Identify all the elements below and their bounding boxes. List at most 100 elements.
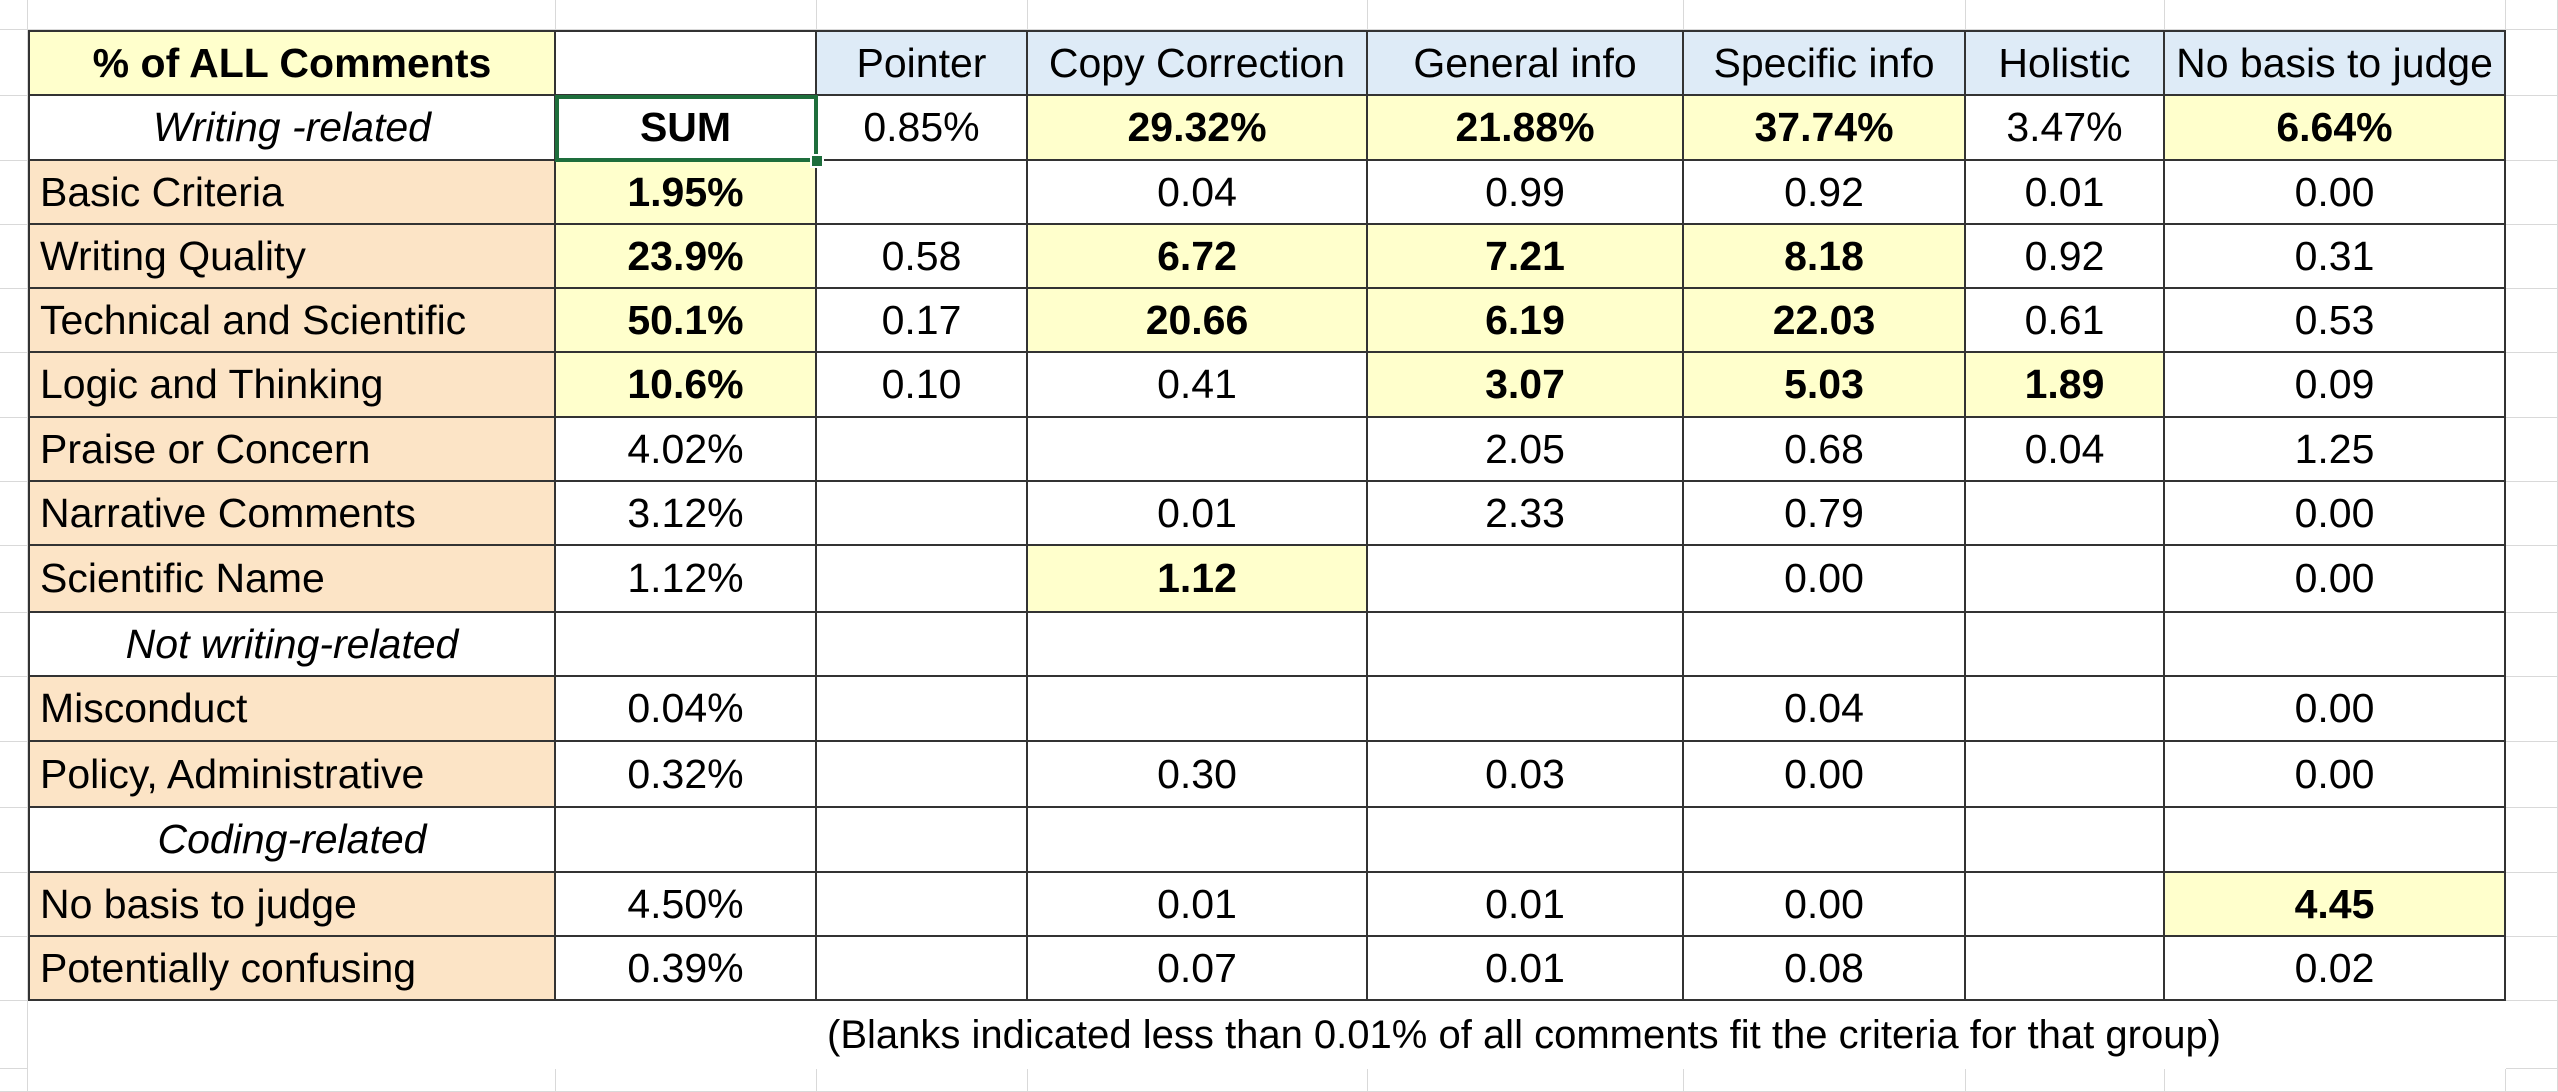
empty-cell[interactable] [556,613,817,677]
column-header[interactable]: Copy Correction [1028,30,1368,96]
value-cell[interactable]: 0.79 [1684,482,1966,546]
empty-cell[interactable] [1028,1069,1368,1092]
value-cell[interactable]: 0.03 [1368,742,1684,808]
value-cell[interactable] [817,742,1028,808]
value-cell[interactable] [817,546,1028,613]
value-cell[interactable]: 0.01 [1966,161,2165,225]
empty-cell[interactable] [0,1001,28,1069]
value-cell[interactable] [1028,418,1368,482]
empty-cell[interactable] [0,418,28,482]
section-label[interactable]: Coding-related [28,808,556,873]
header-title[interactable]: % of ALL Comments [28,30,556,96]
empty-cell[interactable] [2506,1069,2558,1092]
column-header[interactable]: General info [1368,30,1684,96]
value-cell[interactable]: 0.00 [2165,677,2506,742]
empty-cell[interactable] [1028,613,1368,677]
value-cell[interactable]: 0.07 [1028,937,1368,1001]
value-cell[interactable]: 4.45 [2165,873,2506,937]
total-value[interactable]: 37.74% [1684,96,1966,161]
empty-cell[interactable] [817,0,1028,30]
value-cell[interactable]: 0.09 [2165,353,2506,418]
row-sum[interactable]: 10.6% [556,353,817,418]
empty-cell[interactable] [2506,677,2558,742]
section-label[interactable]: Not writing-related [28,613,556,677]
value-cell[interactable]: 0.00 [2165,742,2506,808]
value-cell[interactable]: 6.72 [1028,225,1368,289]
value-cell[interactable] [1966,742,2165,808]
row-label[interactable]: Technical and Scientific [28,289,556,353]
row-label[interactable]: Misconduct [28,677,556,742]
row-sum[interactable]: 23.9% [556,225,817,289]
total-value[interactable]: 29.32% [1028,96,1368,161]
empty-cell[interactable] [2506,225,2558,289]
empty-cell[interactable] [817,808,1028,873]
value-cell[interactable]: 0.53 [2165,289,2506,353]
empty-cell[interactable] [2506,96,2558,161]
value-cell[interactable]: 0.41 [1028,353,1368,418]
empty-cell[interactable] [2506,613,2558,677]
row-sum[interactable]: 0.04% [556,677,817,742]
empty-cell[interactable] [0,808,28,873]
value-cell[interactable] [1028,677,1368,742]
value-cell[interactable]: 1.25 [2165,418,2506,482]
empty-cell[interactable] [0,353,28,418]
value-cell[interactable]: 0.01 [1028,873,1368,937]
empty-cell[interactable] [0,742,28,808]
value-cell[interactable]: 3.07 [1368,353,1684,418]
value-cell[interactable]: 1.12 [1028,546,1368,613]
value-cell[interactable]: 0.04 [1966,418,2165,482]
total-value[interactable]: 21.88% [1368,96,1684,161]
empty-cell[interactable] [1684,613,1966,677]
empty-cell[interactable] [2506,30,2558,96]
value-cell[interactable]: 0.31 [2165,225,2506,289]
value-cell[interactable]: 0.00 [2165,482,2506,546]
value-cell[interactable]: 7.21 [1368,225,1684,289]
empty-cell[interactable] [0,482,28,546]
row-label[interactable]: Praise or Concern [28,418,556,482]
value-cell[interactable]: 0.01 [1368,937,1684,1001]
value-cell[interactable] [817,482,1028,546]
empty-cell[interactable] [0,30,28,96]
row-label[interactable]: Basic Criteria [28,161,556,225]
value-cell[interactable] [817,873,1028,937]
value-cell[interactable] [817,677,1028,742]
empty-cell[interactable] [1966,0,2165,30]
empty-cell[interactable] [2506,873,2558,937]
empty-cell[interactable] [2506,161,2558,225]
value-cell[interactable] [1966,482,2165,546]
empty-cell[interactable] [0,0,28,30]
row-sum[interactable]: 1.12% [556,546,817,613]
empty-cell[interactable] [817,613,1028,677]
value-cell[interactable]: 0.01 [1028,482,1368,546]
empty-cell[interactable] [556,808,817,873]
empty-cell[interactable] [28,0,556,30]
value-cell[interactable]: 2.33 [1368,482,1684,546]
empty-cell[interactable] [1368,613,1684,677]
row-label[interactable]: No basis to judge [28,873,556,937]
value-cell[interactable] [817,937,1028,1001]
total-value[interactable]: 3.47% [1966,96,2165,161]
empty-cell[interactable] [1966,613,2165,677]
empty-cell[interactable] [2506,546,2558,613]
value-cell[interactable]: 0.17 [817,289,1028,353]
value-cell[interactable]: 5.03 [1684,353,1966,418]
value-cell[interactable]: 0.04 [1684,677,1966,742]
value-cell[interactable]: 0.10 [817,353,1028,418]
value-cell[interactable] [1966,873,2165,937]
value-cell[interactable]: 0.01 [1368,873,1684,937]
column-header[interactable]: Pointer [817,30,1028,96]
value-cell[interactable]: 8.18 [1684,225,1966,289]
value-cell[interactable] [1368,677,1684,742]
sum-header-cell[interactable]: SUM [555,95,818,162]
value-cell[interactable]: 0.00 [2165,161,2506,225]
empty-cell[interactable] [2165,613,2506,677]
total-value[interactable]: 6.64% [2165,96,2506,161]
empty-cell[interactable] [1684,1069,1966,1092]
value-cell[interactable]: 0.92 [1966,225,2165,289]
empty-cell[interactable] [2506,289,2558,353]
row-sum[interactable]: 0.39% [556,937,817,1001]
total-value[interactable]: 0.85% [817,96,1028,161]
empty-cell[interactable] [2506,482,2558,546]
empty-cell[interactable] [2506,937,2558,1001]
row-label[interactable]: Policy, Administrative [28,742,556,808]
